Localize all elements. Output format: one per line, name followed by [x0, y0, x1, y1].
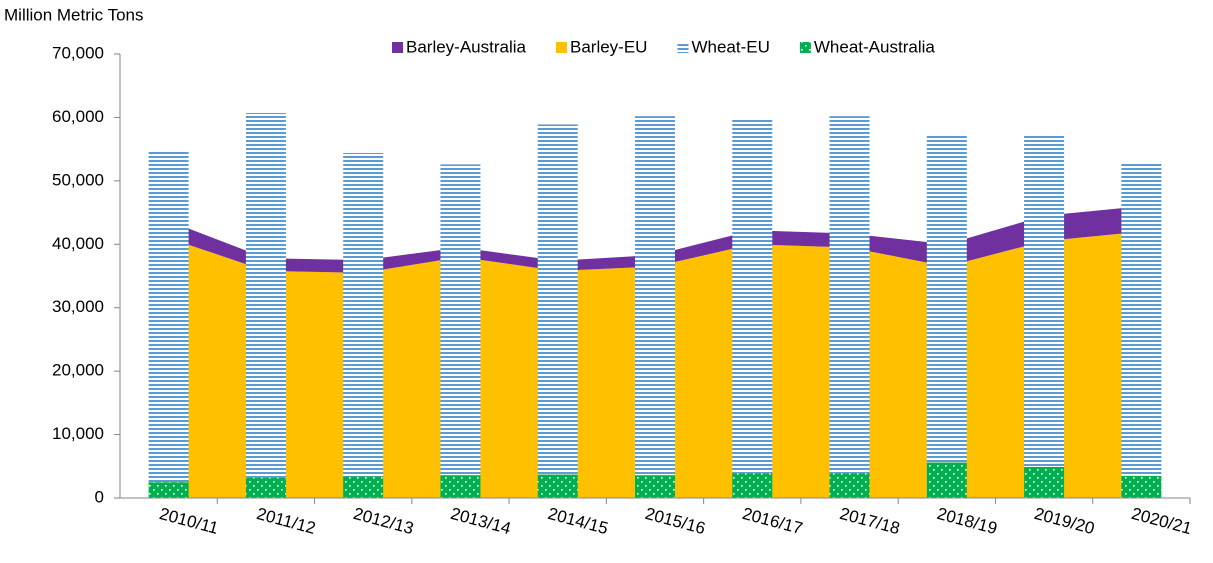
bar: [829, 473, 870, 498]
x-tick-label: 2012/13: [351, 504, 415, 538]
bar: [440, 164, 481, 476]
bar: [148, 482, 189, 498]
bar: [1121, 475, 1162, 498]
bar: [537, 474, 578, 498]
legend-swatch: [556, 42, 567, 53]
bar: [245, 477, 286, 498]
bar: [926, 462, 967, 498]
bar: [440, 475, 481, 498]
x-tick-label: 2015/16: [643, 504, 707, 538]
x-tick-label: 2011/12: [255, 504, 318, 538]
bar: [148, 150, 189, 483]
x-tick-label: 2014/15: [546, 504, 610, 538]
bar: [926, 135, 967, 463]
bar: [343, 152, 384, 477]
x-tick-label: 2020/21: [1129, 504, 1193, 538]
legend-swatch: [392, 42, 403, 53]
legend-label: Wheat-EU: [691, 37, 769, 56]
bar: [732, 473, 773, 498]
y-tick-label: 20,000: [52, 361, 104, 380]
bar: [245, 112, 286, 478]
x-tick-label: 2016/17: [740, 504, 804, 538]
x-tick-label: 2017/18: [838, 504, 902, 538]
y-tick-label: 10,000: [52, 424, 104, 443]
bar: [732, 118, 773, 474]
legend-label: Barley-EU: [570, 37, 647, 56]
y-tick-label: 30,000: [52, 297, 104, 316]
x-tick-label: 2013/14: [449, 504, 513, 538]
y-tick-label: 60,000: [52, 107, 104, 126]
bar: [1024, 135, 1065, 467]
y-tick-label: 40,000: [52, 234, 104, 253]
bar: [829, 116, 870, 474]
legend-label: Wheat-Australia: [814, 37, 935, 56]
bar: [1121, 163, 1162, 476]
legend-swatch: [799, 42, 811, 53]
bar: [343, 476, 384, 498]
bar: [1024, 466, 1065, 498]
y-tick-label: 70,000: [52, 43, 104, 62]
x-tick-label: 2010/11: [157, 504, 220, 538]
y-axis-title: Million Metric Tons: [4, 5, 144, 24]
bar: [635, 475, 675, 498]
x-tick-label: 2019/20: [1032, 504, 1096, 538]
bar: [635, 116, 675, 476]
y-tick-label: 50,000: [52, 170, 104, 189]
legend-swatch: [677, 42, 689, 53]
bar: [537, 124, 578, 475]
legend-label: Barley-Australia: [406, 37, 527, 56]
area: [168, 206, 1142, 273]
x-tick-label: 2018/19: [935, 504, 999, 538]
y-tick-label: 0: [95, 487, 104, 506]
